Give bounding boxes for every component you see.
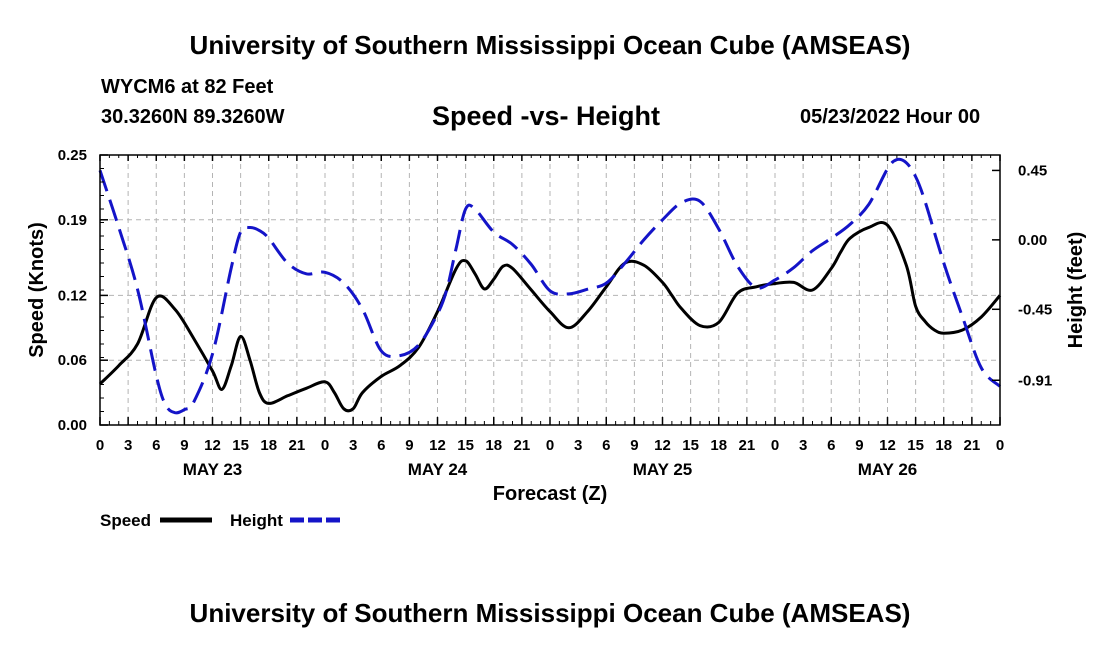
series-line-height (98, 157, 1002, 415)
x-tick-label: 12 (879, 437, 896, 454)
y-tick-label-right: 0.00 (1018, 232, 1047, 249)
x-axis-title: Forecast (Z) (493, 483, 607, 505)
main-title: University of Southern Mississippi Ocean… (189, 30, 911, 60)
series-line-speed (98, 221, 1002, 413)
y-tick-label-left: 0.25 (58, 147, 87, 164)
y-tick-label-left: 0.12 (58, 287, 87, 304)
x-tick-label: 9 (180, 437, 188, 454)
x-tick-label: 0 (771, 437, 779, 454)
footer-title: University of Southern Mississippi Ocean… (189, 598, 911, 628)
legend: Speed Height (100, 511, 342, 530)
x-tick-label: 15 (232, 437, 249, 454)
date-label: MAY 23 (183, 460, 243, 479)
date-label: MAY 24 (408, 460, 468, 479)
x-tick-label: 0 (96, 437, 104, 454)
y-axis-title-right: Height (feet) (1065, 232, 1087, 349)
y-tick-label-left: 0.00 (58, 417, 87, 434)
x-tick-label: 0 (546, 437, 554, 454)
station-name: WYCM6 at 82 Feet (101, 76, 274, 98)
legend-label-height: Height (230, 511, 283, 530)
x-tick-label: 21 (739, 437, 756, 454)
y-axis-title-left: Speed (Knots) (26, 222, 48, 358)
x-tick-label: 3 (124, 437, 132, 454)
y-tick-label-right: 0.45 (1018, 162, 1047, 179)
legend-label-speed: Speed (100, 511, 151, 530)
x-tick-label: 21 (289, 437, 306, 454)
x-tick-label: 18 (260, 437, 277, 454)
data-series (98, 157, 1002, 415)
x-tick-label: 21 (964, 437, 981, 454)
axis-ticks: 0 3 6 9 12 15 18 21 0 3 6 9 12 15 18 21 0 3 6 9 12 15 18 21 0 3 6 9… (58, 147, 1052, 479)
date-label: MAY 26 (858, 460, 918, 479)
x-tick-label: 18 (710, 437, 727, 454)
x-tick-label: 3 (349, 437, 357, 454)
x-tick-label: 9 (855, 437, 863, 454)
x-tick-label: 15 (907, 437, 924, 454)
x-tick-label: 12 (204, 437, 221, 454)
x-tick-label: 9 (405, 437, 413, 454)
x-tick-label: 0 (321, 437, 329, 454)
y-tick-label-right: -0.91 (1018, 372, 1052, 389)
x-tick-label: 6 (827, 437, 835, 454)
station-coords: 30.3260N 89.3260W (101, 106, 285, 128)
x-tick-label: 3 (574, 437, 582, 454)
chart-subtitle: Speed -vs- Height (432, 101, 661, 131)
forecast-date: 05/23/2022 Hour 00 (800, 106, 981, 128)
x-tick-label: 9 (630, 437, 638, 454)
grid-lines (100, 155, 1000, 425)
date-label: MAY 25 (633, 460, 693, 479)
x-tick-label: 3 (799, 437, 807, 454)
y-tick-label-left: 0.06 (58, 352, 87, 369)
x-tick-label: 6 (377, 437, 385, 454)
x-tick-label: 15 (457, 437, 474, 454)
x-tick-label: 18 (485, 437, 502, 454)
x-tick-label: 0 (996, 437, 1004, 454)
x-tick-label: 6 (152, 437, 160, 454)
x-tick-label: 6 (602, 437, 610, 454)
x-tick-label: 12 (654, 437, 671, 454)
y-tick-label-left: 0.19 (58, 212, 87, 229)
y-tick-label-right: -0.45 (1018, 301, 1052, 318)
x-tick-label: 21 (514, 437, 531, 454)
x-tick-label: 18 (935, 437, 952, 454)
x-tick-label: 12 (429, 437, 446, 454)
x-tick-label: 15 (682, 437, 699, 454)
